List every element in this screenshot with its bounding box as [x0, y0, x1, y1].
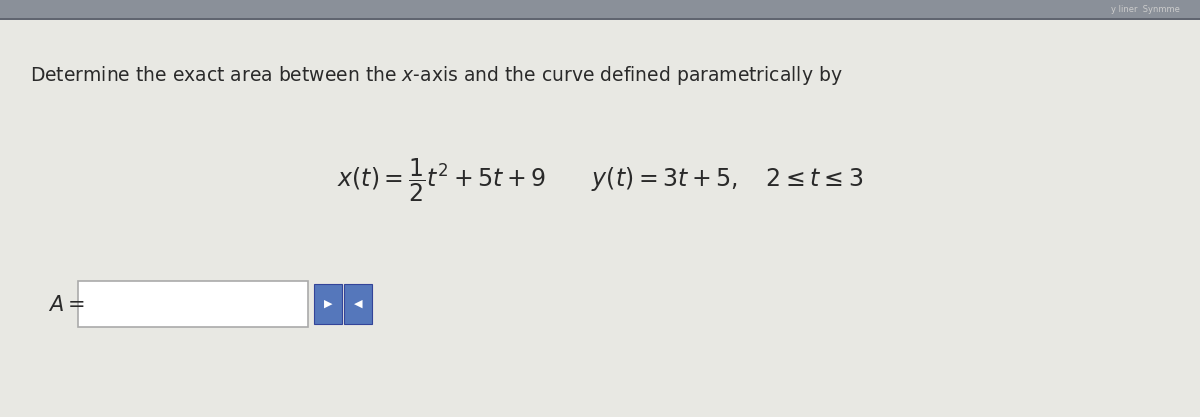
Bar	[78, 281, 308, 327]
Text: y liner  Synmme: y liner Synmme	[1111, 5, 1180, 13]
Bar	[314, 284, 342, 324]
Text: $x(t) = \dfrac{1}{2}t^2 + 5t + 9 \quad\quad y(t) = 3t + 5, \quad 2 \leq t \leq 3: $x(t) = \dfrac{1}{2}t^2 + 5t + 9 \quad\q…	[337, 156, 863, 203]
Text: ▶: ▶	[324, 299, 332, 309]
Text: ◀: ◀	[354, 299, 362, 309]
Text: $A =$: $A =$	[48, 295, 85, 315]
Text: Determine the exact area between the $\mathit{x}$-axis and the curve defined par: Determine the exact area between the $\m…	[30, 63, 842, 86]
Bar	[0, 18, 1200, 20]
Bar	[0, 0, 1200, 18]
Bar	[344, 284, 372, 324]
